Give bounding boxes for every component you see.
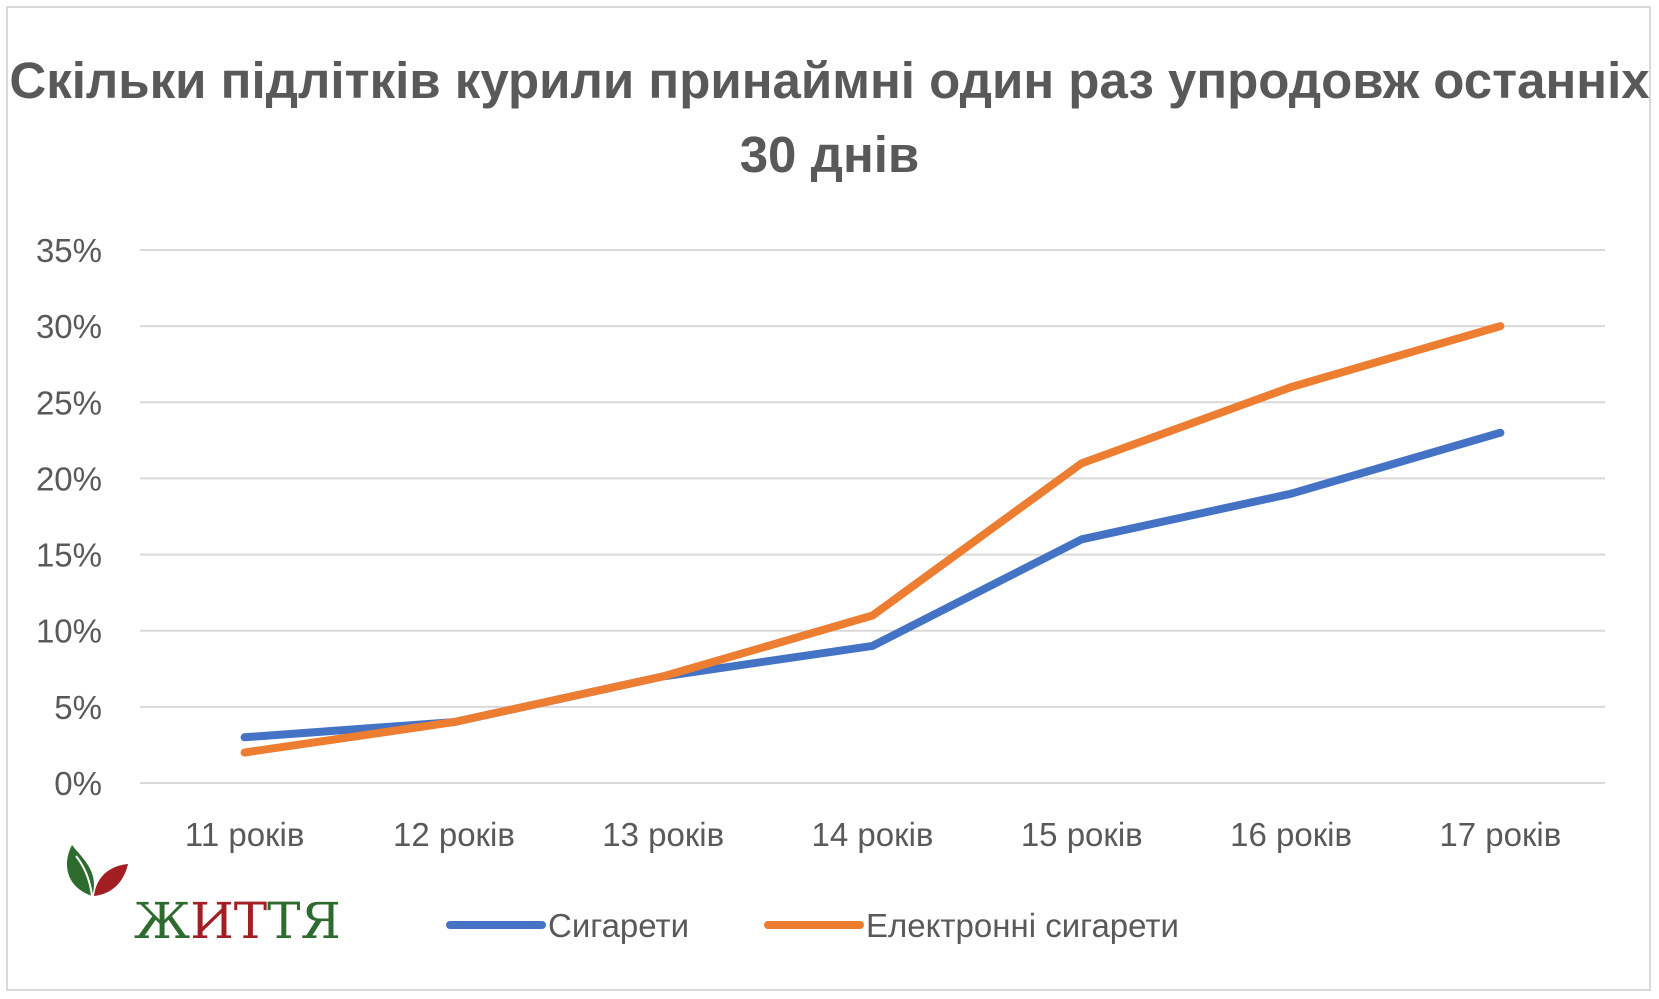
series-line: [240, 322, 1505, 757]
x-tick-label: 14 років: [812, 816, 934, 853]
x-tick-label: 11 років: [185, 816, 304, 853]
zhyttia-logo: ЖИТТЯ: [66, 845, 341, 950]
x-tick-label: 16 років: [1230, 816, 1352, 853]
y-tick-label: 25%: [36, 384, 102, 421]
gridlines: [140, 249, 1605, 784]
y-tick-label: 30%: [36, 308, 102, 345]
series-lines: [240, 322, 1505, 757]
y-tick-label: 20%: [36, 460, 102, 497]
y-tick-label: 0%: [54, 765, 102, 802]
x-tick-label: 12 років: [393, 816, 515, 853]
x-tick-label: 15 років: [1021, 816, 1143, 853]
legend-label: Електронні сигарети: [866, 907, 1179, 944]
leaf-icon: [66, 845, 128, 897]
legend-label: Сигарети: [548, 907, 689, 944]
y-tick-label: 5%: [54, 689, 102, 726]
legend: Сигарети Електронні сигарети: [446, 907, 1179, 944]
y-tick-label: 10%: [36, 613, 102, 650]
x-tick-label: 13 років: [602, 816, 724, 853]
y-tick-label: 15%: [36, 537, 102, 574]
y-tick-label: 35%: [36, 232, 102, 269]
logo-text: ЖИТТЯ: [134, 892, 341, 950]
chart-frame: [6, 6, 1651, 991]
y-axis-ticks: 0% 5% 10% 15% 20% 25% 30% 35%: [36, 232, 102, 802]
x-axis-ticks: 11 років 12 років 13 років 14 років 15 років…: [185, 816, 1561, 853]
chart-title: Скільки підлітків курили принаймні один …: [9, 52, 1650, 183]
x-tick-label: 17 років: [1439, 816, 1561, 853]
